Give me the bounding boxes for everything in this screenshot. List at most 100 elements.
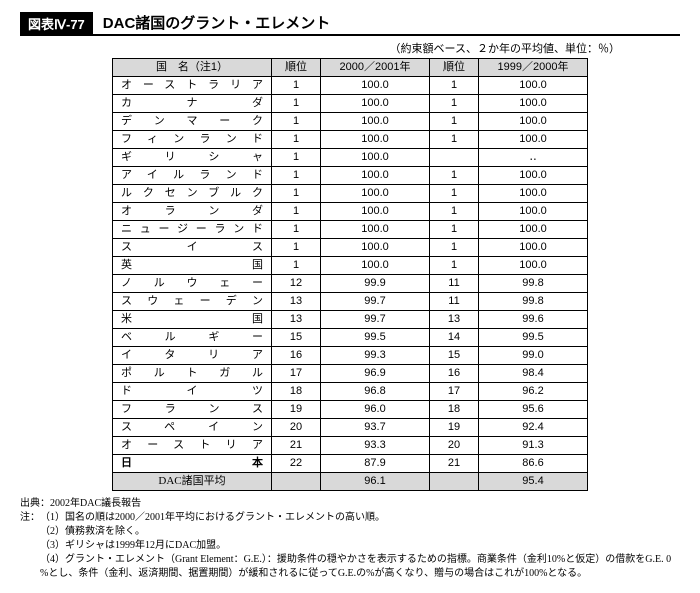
cell-rank1: 1: [272, 149, 321, 167]
cell-val2: 92.4: [479, 419, 588, 437]
cell-val2: 86.6: [479, 455, 588, 473]
table-row: ポルトガル1796.91698.4: [113, 365, 588, 383]
cell-rank2: 20: [430, 437, 479, 455]
table-row: オーストリア2193.32091.3: [113, 437, 588, 455]
cell-val1: 100.0: [321, 239, 430, 257]
cell-val1: 100.0: [321, 95, 430, 113]
grant-element-table: 国 名（注1） 順位 2000／2001年 順位 1999／2000年 オースト…: [112, 58, 588, 491]
cell-rank1: 1: [272, 77, 321, 95]
cell-val1: 99.5: [321, 329, 430, 347]
cell-rank2: 11: [430, 293, 479, 311]
cell-rank1: 16: [272, 347, 321, 365]
table-row: スウェーデン1399.71199.8: [113, 293, 588, 311]
cell-val2: 100.0: [479, 239, 588, 257]
cell-rank2: 16: [430, 365, 479, 383]
cell-val1: 100.0: [321, 203, 430, 221]
cell-val1: 100.0: [321, 149, 430, 167]
cell-val2: 100.0: [479, 221, 588, 239]
cell-country: ギリシャ: [113, 149, 272, 167]
cell-country: スウェーデン: [113, 293, 272, 311]
cell-rank2: 11: [430, 275, 479, 293]
table-row: ドイツ1896.81796.2: [113, 383, 588, 401]
cell-rank1: 13: [272, 293, 321, 311]
cell-country: フランス: [113, 401, 272, 419]
cell-val2: 99.6: [479, 311, 588, 329]
cell-val1: 96.0: [321, 401, 430, 419]
cell-val2: 100.0: [479, 185, 588, 203]
cell-val1: 100.0: [321, 131, 430, 149]
cell-rank2: 17: [430, 383, 479, 401]
cell-rank1: 21: [272, 437, 321, 455]
cell-val2: 99.8: [479, 293, 588, 311]
cell-val1: 96.8: [321, 383, 430, 401]
cell-val2: 99.0: [479, 347, 588, 365]
cell-rank1: 1: [272, 95, 321, 113]
table-row: ギリシャ1100.0‥: [113, 149, 588, 167]
cell-val2: 100.0: [479, 131, 588, 149]
cell-rank2: 19: [430, 419, 479, 437]
note-text: （2）債務救済を除く。: [40, 525, 145, 539]
cell-val2: 99.8: [479, 275, 588, 293]
figure-title: DAC諸国のグラント・エレメント: [93, 12, 680, 36]
cell-val2: 99.5: [479, 329, 588, 347]
cell-country: 日本: [113, 455, 272, 473]
cell-rank1: 13: [272, 311, 321, 329]
cell-val2: 98.4: [479, 365, 588, 383]
note-row: （4）グラント・エレメント（Grant Element：G.E.）：援助条件の穏…: [20, 553, 680, 581]
table-row: フィンランド1100.01100.0: [113, 131, 588, 149]
source-label: 出典：: [20, 497, 50, 511]
cell-val1: 100.0: [321, 185, 430, 203]
table-row: ルクセンブルク1100.01100.0: [113, 185, 588, 203]
cell-val2: 100.0: [479, 203, 588, 221]
cell-rank1: 1: [272, 185, 321, 203]
cell-rank2: 1: [430, 185, 479, 203]
cell-country: スペイン: [113, 419, 272, 437]
cell-val2: 100.0: [479, 113, 588, 131]
cell-rank1: 1: [272, 113, 321, 131]
cell-rank2: 1: [430, 203, 479, 221]
table-row: ノルウェー1299.91199.8: [113, 275, 588, 293]
table-row: イタリア1699.31599.0: [113, 347, 588, 365]
cell-country: カナダ: [113, 95, 272, 113]
footnotes: 出典： 2002年DAC議長報告 注：（1）国名の順は2000／2001年平均に…: [20, 497, 680, 581]
cell-rank2: 1: [430, 113, 479, 131]
col-country: 国 名（注1）: [113, 59, 272, 77]
note-text: （4）グラント・エレメント（Grant Element：G.E.）：援助条件の穏…: [40, 553, 680, 581]
cell-country: オーストリア: [113, 437, 272, 455]
cell-rank1: 1: [272, 131, 321, 149]
table-row: フランス1996.01895.6: [113, 401, 588, 419]
cell-rank2: 1: [430, 257, 479, 275]
cell-rank2: 13: [430, 311, 479, 329]
cell-country: 英国: [113, 257, 272, 275]
note-text: （3）ギリシャは1999年12月にDAC加盟。: [40, 539, 226, 553]
cell-rank2: 15: [430, 347, 479, 365]
cell-rank1: 19: [272, 401, 321, 419]
cell-rank1: 1: [272, 257, 321, 275]
cell-country: ドイツ: [113, 383, 272, 401]
cell-rank2: 14: [430, 329, 479, 347]
col-period1: 2000／2001年: [321, 59, 430, 77]
cell-val2: 100.0: [479, 77, 588, 95]
cell-val1: 99.3: [321, 347, 430, 365]
cell-val1: 99.7: [321, 311, 430, 329]
cell-val1: 93.7: [321, 419, 430, 437]
figure-tag: 図表Ⅳ-77: [20, 12, 93, 36]
cell-rank2: 1: [430, 95, 479, 113]
cell-val1: 96.9: [321, 365, 430, 383]
cell-country: イタリア: [113, 347, 272, 365]
cell-rank2: 1: [430, 239, 479, 257]
cell-rank1: 15: [272, 329, 321, 347]
cell-country: 米国: [113, 311, 272, 329]
cell-val2: 100.0: [479, 95, 588, 113]
cell-country: オランダ: [113, 203, 272, 221]
table-row: デンマーク1100.01100.0: [113, 113, 588, 131]
table-row: 日本2287.92186.6: [113, 455, 588, 473]
cell-val1: 100.0: [321, 257, 430, 275]
cell-country: ニュージーランド: [113, 221, 272, 239]
cell-country: ノルウェー: [113, 275, 272, 293]
col-period2: 1999／2000年: [479, 59, 588, 77]
col-rank2: 順位: [430, 59, 479, 77]
cell-val2: 96.2: [479, 383, 588, 401]
cell-val1: 100.0: [321, 221, 430, 239]
figure-subcaption: （約束額ベース、２か年の平均値、単位：％）: [20, 40, 620, 56]
